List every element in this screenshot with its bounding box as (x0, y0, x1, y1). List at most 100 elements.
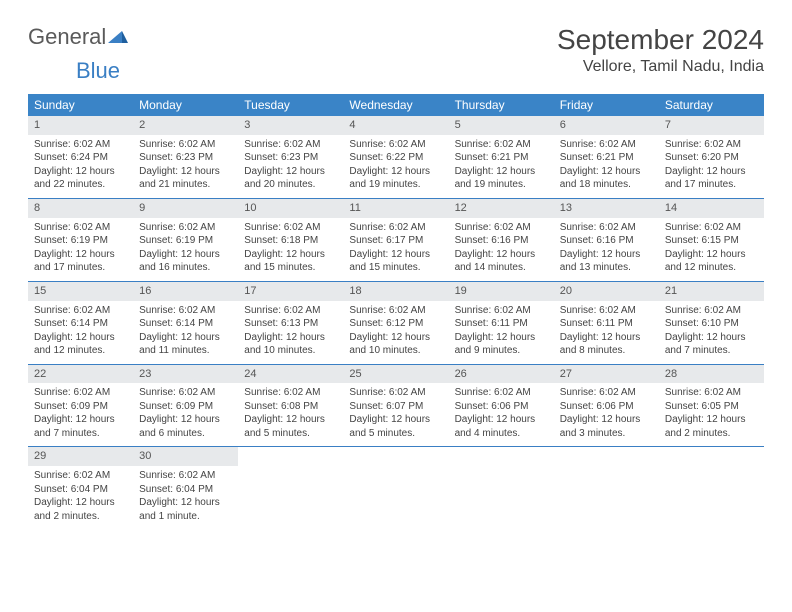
daylight-text: Daylight: 12 hours and 8 minutes. (560, 331, 653, 358)
calendar: Sunday Monday Tuesday Wednesday Thursday… (28, 94, 764, 529)
day-cell: 5Sunrise: 6:02 AMSunset: 6:21 PMDaylight… (449, 116, 554, 198)
day-text: Sunrise: 6:02 AMSunset: 6:20 PMDaylight:… (659, 138, 764, 192)
sunset-text: Sunset: 6:20 PM (665, 151, 758, 165)
day-text: Sunrise: 6:02 AMSunset: 6:16 PMDaylight:… (554, 221, 659, 275)
daylight-text: Daylight: 12 hours and 22 minutes. (34, 165, 127, 192)
daylight-text: Daylight: 12 hours and 16 minutes. (139, 248, 232, 275)
daylight-text: Daylight: 12 hours and 14 minutes. (455, 248, 548, 275)
day-text: Sunrise: 6:02 AMSunset: 6:23 PMDaylight:… (238, 138, 343, 192)
sunset-text: Sunset: 6:19 PM (139, 234, 232, 248)
sunrise-text: Sunrise: 6:02 AM (244, 138, 337, 152)
daylight-text: Daylight: 12 hours and 13 minutes. (560, 248, 653, 275)
day-number: 9 (133, 199, 238, 218)
day-number: 23 (133, 365, 238, 384)
day-cell: 7 Sunrise: 6:02 AMSunset: 6:20 PMDaylight… (659, 116, 764, 198)
day-number: 21 (659, 282, 764, 301)
sunset-text: Sunset: 6:07 PM (349, 400, 442, 414)
sunrise-text: Sunrise: 6:02 AM (139, 221, 232, 235)
day-text: Sunrise: 6:02 AMSunset: 6:19 PMDaylight:… (133, 221, 238, 275)
day-cell: 21Sunrise: 6:02 AMSunset: 6:10 PMDayligh… (659, 282, 764, 364)
sunset-text: Sunset: 6:16 PM (560, 234, 653, 248)
sunrise-text: Sunrise: 6:02 AM (455, 386, 548, 400)
sunrise-text: Sunrise: 6:02 AM (34, 138, 127, 152)
sunrise-text: Sunrise: 6:02 AM (455, 138, 548, 152)
day-header: Monday (133, 94, 238, 116)
sunset-text: Sunset: 6:22 PM (349, 151, 442, 165)
daylight-text: Daylight: 12 hours and 5 minutes. (349, 413, 442, 440)
sunset-text: Sunset: 6:14 PM (139, 317, 232, 331)
day-number: 17 (238, 282, 343, 301)
day-cell (659, 447, 764, 529)
day-text: Sunrise: 6:02 AMSunset: 6:18 PMDaylight:… (238, 221, 343, 275)
day-number: 11 (343, 199, 448, 218)
sunrise-text: Sunrise: 6:02 AM (244, 221, 337, 235)
sunset-text: Sunset: 6:04 PM (139, 483, 232, 497)
daylight-text: Daylight: 12 hours and 15 minutes. (244, 248, 337, 275)
day-number: 4 (343, 116, 448, 135)
day-header: Thursday (449, 94, 554, 116)
day-text: Sunrise: 6:02 AMSunset: 6:04 PMDaylight:… (133, 469, 238, 523)
sunset-text: Sunset: 6:24 PM (34, 151, 127, 165)
daylight-text: Daylight: 12 hours and 6 minutes. (139, 413, 232, 440)
daylight-text: Daylight: 12 hours and 17 minutes. (665, 165, 758, 192)
sunrise-text: Sunrise: 6:02 AM (349, 138, 442, 152)
day-number: 3 (238, 116, 343, 135)
day-number: 25 (343, 365, 448, 384)
day-number: 22 (28, 365, 133, 384)
sunset-text: Sunset: 6:12 PM (349, 317, 442, 331)
sunrise-text: Sunrise: 6:02 AM (665, 304, 758, 318)
day-text: Sunrise: 6:02 AMSunset: 6:06 PMDaylight:… (554, 386, 659, 440)
sunrise-text: Sunrise: 6:02 AM (34, 386, 127, 400)
day-number: 8 (28, 199, 133, 218)
day-cell: 4Sunrise: 6:02 AMSunset: 6:22 PMDaylight… (343, 116, 448, 198)
day-cell: 15Sunrise: 6:02 AMSunset: 6:14 PMDayligh… (28, 282, 133, 364)
sunset-text: Sunset: 6:05 PM (665, 400, 758, 414)
day-cell (449, 447, 554, 529)
day-cell: 2Sunrise: 6:02 AMSunset: 6:23 PMDaylight… (133, 116, 238, 198)
day-number: 7 (659, 116, 764, 135)
day-cell: 13Sunrise: 6:02 AMSunset: 6:16 PMDayligh… (554, 199, 659, 281)
day-text: Sunrise: 6:02 AMSunset: 6:11 PMDaylight:… (554, 304, 659, 358)
day-header: Saturday (659, 94, 764, 116)
day-number: 10 (238, 199, 343, 218)
day-cell: 14Sunrise: 6:02 AMSunset: 6:15 PMDayligh… (659, 199, 764, 281)
day-number: 30 (133, 447, 238, 466)
sunrise-text: Sunrise: 6:02 AM (34, 221, 127, 235)
daylight-text: Daylight: 12 hours and 18 minutes. (560, 165, 653, 192)
title-block: September 2024 Vellore, Tamil Nadu, Indi… (557, 24, 764, 76)
day-cell: 9 Sunrise: 6:02 AMSunset: 6:19 PMDaylight… (133, 199, 238, 281)
daylight-text: Daylight: 12 hours and 3 minutes. (560, 413, 653, 440)
daylight-text: Daylight: 12 hours and 1 minute. (139, 496, 232, 523)
day-text: Sunrise: 6:02 AMSunset: 6:21 PMDaylight:… (449, 138, 554, 192)
sunset-text: Sunset: 6:19 PM (34, 234, 127, 248)
day-cell: 25 Sunrise: 6:02 AMSunset: 6:07 PMDayligh… (343, 365, 448, 447)
day-cell: 29Sunrise: 6:02 AMSunset: 6:04 PMDayligh… (28, 447, 133, 529)
day-cell: 18Sunrise: 6:02 AMSunset: 6:12 PMDayligh… (343, 282, 448, 364)
daylight-text: Daylight: 12 hours and 11 minutes. (139, 331, 232, 358)
day-number: 29 (28, 447, 133, 466)
day-cell: 17 Sunrise: 6:02 AMSunset: 6:13 PMDayligh… (238, 282, 343, 364)
day-cell: 1Sunrise: 6:02 AMSunset: 6:24 PMDaylight… (28, 116, 133, 198)
day-header-row: Sunday Monday Tuesday Wednesday Thursday… (28, 94, 764, 116)
logo-icon (108, 25, 128, 51)
sunrise-text: Sunrise: 6:02 AM (455, 221, 548, 235)
sunrise-text: Sunrise: 6:02 AM (560, 138, 653, 152)
day-header: Wednesday (343, 94, 448, 116)
logo-text-2: Blue (76, 58, 120, 83)
day-number: 26 (449, 365, 554, 384)
sunset-text: Sunset: 6:10 PM (665, 317, 758, 331)
day-cell (343, 447, 448, 529)
daylight-text: Daylight: 12 hours and 12 minutes. (34, 331, 127, 358)
sunset-text: Sunset: 6:23 PM (139, 151, 232, 165)
day-number: 15 (28, 282, 133, 301)
sunset-text: Sunset: 6:11 PM (560, 317, 653, 331)
sunset-text: Sunset: 6:06 PM (455, 400, 548, 414)
day-number: 28 (659, 365, 764, 384)
day-text: Sunrise: 6:02 AMSunset: 6:07 PMDaylight:… (343, 386, 448, 440)
day-text: Sunrise: 6:02 AMSunset: 6:05 PMDaylight:… (659, 386, 764, 440)
day-text: Sunrise: 6:02 AMSunset: 6:13 PMDaylight:… (238, 304, 343, 358)
sunrise-text: Sunrise: 6:02 AM (560, 304, 653, 318)
sunrise-text: Sunrise: 6:02 AM (244, 304, 337, 318)
month-title: September 2024 (557, 24, 764, 56)
day-text: Sunrise: 6:02 AMSunset: 6:23 PMDaylight:… (133, 138, 238, 192)
